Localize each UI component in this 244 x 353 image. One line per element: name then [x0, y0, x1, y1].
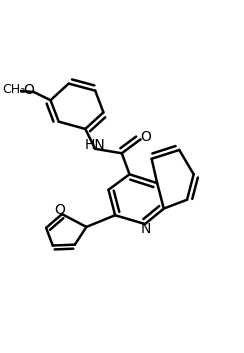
Text: O: O: [54, 203, 65, 217]
Text: O: O: [23, 83, 34, 97]
Text: CH₃: CH₃: [2, 83, 25, 96]
Text: O: O: [140, 130, 151, 144]
Text: N: N: [141, 222, 151, 236]
Text: HN: HN: [84, 138, 105, 152]
